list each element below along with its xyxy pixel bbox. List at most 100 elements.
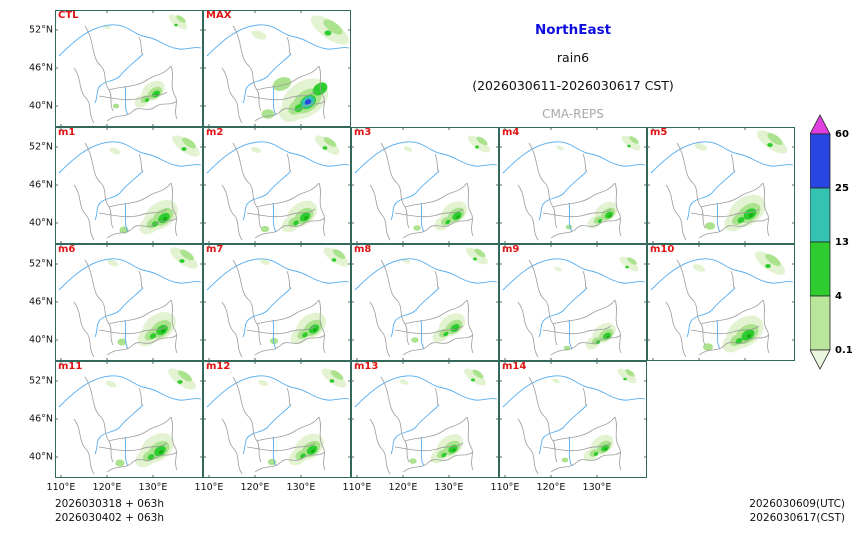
valid-time-utc: 2026030609(UTC) [749,498,845,510]
panel-frame [203,127,351,244]
axis-ticks [55,10,203,127]
init-time-line-2: 2026030402 + 063h [55,512,164,524]
map-panel-m4: m4 [499,127,647,244]
panel-frame [55,361,203,478]
axis-ticks [499,244,647,361]
map-boundaries [502,375,646,475]
member-label-m12: m12 [206,361,231,372]
x-axis-label: 120°E [388,482,418,493]
region-title: NorthEast [534,22,612,38]
x-axis-label: 130°E [138,482,168,493]
y-axis-label: 40°N [29,334,53,346]
x-axis-label: 110°E [490,482,520,493]
y-axis-label: 52°N [29,24,53,36]
map-m1 [55,127,203,244]
axis-ticks [351,127,499,244]
x-axis-label: 130°E [434,482,464,493]
rain-shading [251,135,340,233]
map-boundaries [650,258,794,358]
colorbar-label-13: 13 [835,237,849,248]
map-boundaries [58,258,202,358]
y-axis-label: 40°N [29,217,53,229]
map-max [203,10,351,127]
map-m3 [351,127,499,244]
map-panel-m11: m11 [55,361,203,478]
rain-shading [694,130,788,232]
colorbar-label-60: 60 [835,129,849,140]
map-boundaries [58,24,202,124]
panel-frame [203,10,351,127]
valid-time-cst: 2026030617(CST) [749,512,845,524]
map-boundaries [650,141,794,241]
member-label-m11: m11 [58,361,83,372]
panel-frame [55,127,203,244]
panel-frame [499,244,647,361]
map-boundaries [206,258,350,358]
colorbar-seg-01-4 [810,295,831,351]
colorbar-label-0.1: 0.1 [835,345,853,356]
member-label-m5: m5 [650,127,668,138]
map-m11 [55,361,203,478]
axis-ticks [55,361,203,478]
map-boundaries [354,375,498,475]
y-axis-label: 46°N [29,179,53,191]
panel-frame [203,361,351,478]
colorbar-label-4: 4 [835,291,842,302]
x-axis-label: 120°E [92,482,122,493]
map-boundaries [354,258,498,358]
map-boundaries [58,141,202,241]
model-name: CMA-REPS [542,107,604,121]
map-panel-m5: m5 [647,127,795,244]
x-axis-label: 120°E [240,482,270,493]
map-boundaries [206,24,350,124]
member-label-m3: m3 [354,127,372,138]
panel-frame [55,10,203,127]
map-m5 [647,127,795,244]
map-m2 [203,127,351,244]
y-axis-label: 46°N [29,62,53,74]
map-m8 [351,244,499,361]
y-axis-label: 46°N [29,296,53,308]
rain-shading [109,135,200,235]
map-panel-ctl: CTL [55,10,203,127]
axis-ticks [55,127,203,244]
member-label-m2: m2 [206,127,224,138]
y-axis-label: 40°N [29,451,53,463]
colorbar: 60 25 13 4 0.1 [810,114,853,370]
axis-ticks [203,10,351,127]
x-axis-label: 110°E [194,482,224,493]
member-label-m13: m13 [354,361,379,372]
map-m12 [203,361,351,478]
rain-shading [692,251,786,353]
colorbar-seg-25-60 [810,133,831,189]
map-panel-m8: m8 [351,244,499,361]
colorbar-over-arrow [810,114,831,135]
map-boundaries [206,375,350,475]
map-m14 [499,361,647,478]
panel-frame [499,127,647,244]
axis-ticks [351,244,499,361]
x-axis-label: 130°E [286,482,316,493]
member-label-m8: m8 [354,244,372,255]
rain-shading [251,15,350,122]
map-panel-m9: m9 [499,244,647,361]
member-label-ctl: CTL [58,10,79,21]
rain-shading [258,368,347,466]
member-label-m6: m6 [58,244,76,255]
variable-name: rain6 [556,50,590,65]
rain-shading [554,256,639,351]
member-label-m1: m1 [58,127,76,138]
map-boundaries [502,141,646,241]
title-block: NorthEast rain6 (2026030611-2026030617 C… [351,16,795,128]
panel-frame [203,244,351,361]
rain-shading [105,368,196,468]
axis-ticks [647,244,795,361]
valid-period: (2026030611-2026030617 CST) [472,78,674,93]
x-axis-label: 110°E [342,482,372,493]
member-label-m10: m10 [650,244,675,255]
axis-ticks [55,244,203,361]
rain-shading [103,14,188,109]
member-label-m14: m14 [502,361,527,372]
map-boundaries [206,141,350,241]
axis-ticks [351,361,499,478]
